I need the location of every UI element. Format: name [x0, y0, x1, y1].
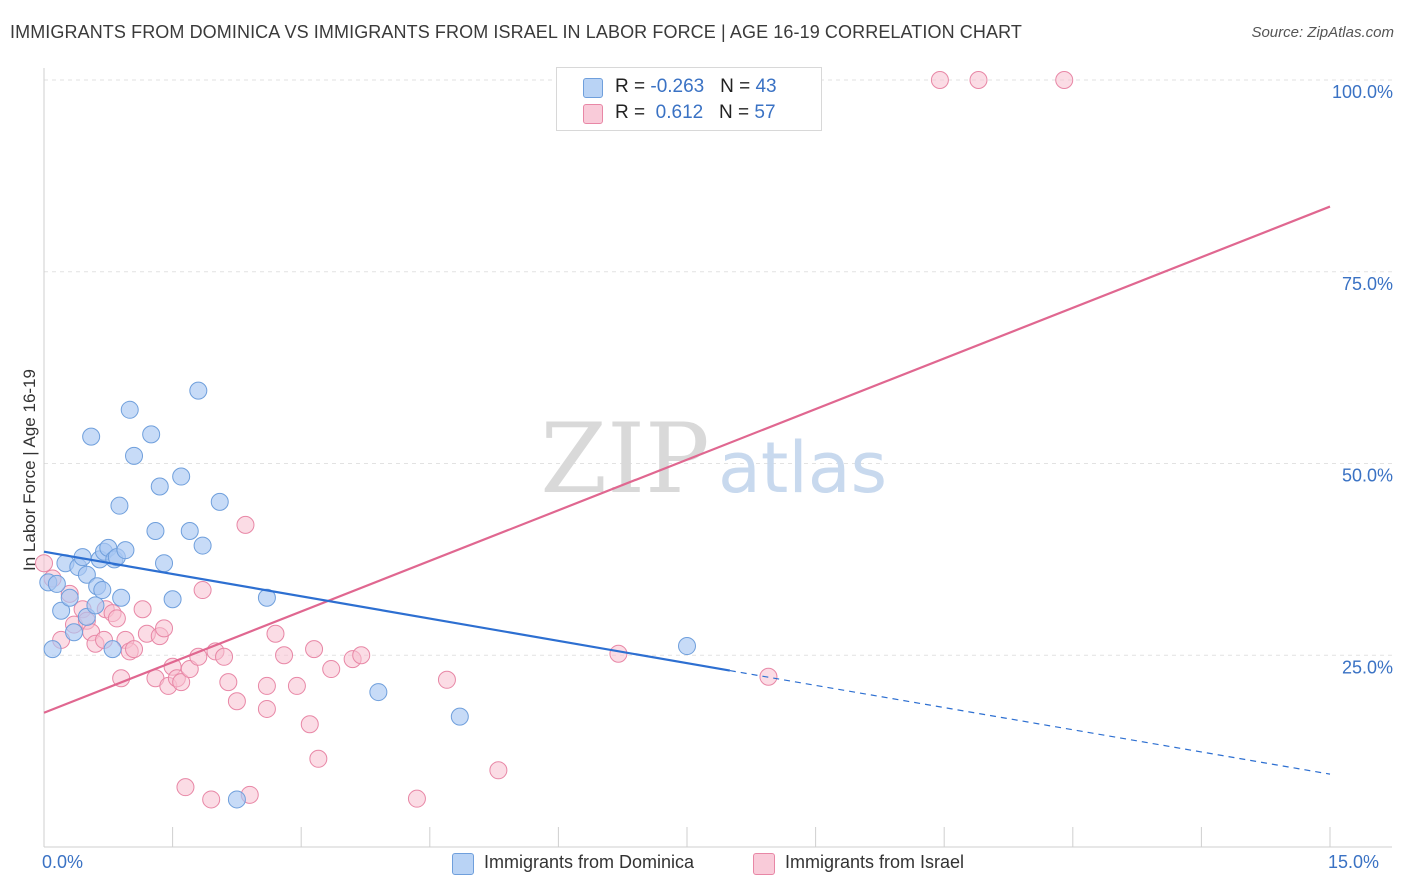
bottom-legend-swatch-dominica	[452, 853, 474, 875]
dominica-points-group	[39, 381, 696, 809]
legend-swatch-dominica	[583, 78, 603, 98]
israel-point	[227, 692, 246, 711]
dominica-point	[125, 446, 144, 465]
watermark-zip: ZIP	[540, 403, 709, 515]
legend-n-label: N =	[719, 102, 755, 123]
israel-point	[287, 676, 306, 695]
israel-point	[352, 646, 371, 665]
dominica-point	[163, 590, 182, 609]
dominica-point	[257, 588, 276, 607]
dominica-point	[82, 427, 101, 446]
israel-point	[236, 515, 255, 534]
israel-point	[300, 715, 319, 734]
israel-point	[305, 640, 324, 659]
israel-point	[266, 624, 285, 643]
israel-trend-line	[43, 205, 1331, 714]
dominica-point	[65, 623, 84, 642]
source-credit: Source: ZipAtlas.com	[1251, 24, 1394, 41]
bottom-legend-label-dominica: Immigrants from Dominica	[484, 852, 695, 872]
legend-n-label: N =	[720, 76, 756, 97]
dominica-point	[120, 400, 139, 419]
israel-point	[257, 699, 276, 718]
israel-point	[133, 600, 152, 619]
dominica-point	[47, 574, 66, 593]
dominica-point	[450, 707, 469, 726]
dominica-point	[112, 588, 131, 607]
y-tick-label: 50.0%	[1342, 466, 1393, 486]
dominica-point	[110, 496, 129, 515]
legend-r-label: R =	[615, 102, 651, 123]
israel-point	[407, 789, 426, 808]
axis-layer	[43, 68, 1392, 848]
israel-point	[193, 581, 212, 600]
dominica-point	[52, 601, 71, 620]
dominica-point	[210, 492, 229, 511]
y-axis-label: In Labor Force | Age 16-19	[20, 369, 39, 571]
israel-point	[609, 644, 628, 663]
israel-point	[180, 660, 199, 679]
dominica-point	[43, 640, 62, 659]
dominica-point	[77, 565, 96, 584]
israel-point	[125, 640, 144, 659]
legend-swatch-israel	[583, 104, 603, 124]
legend-n-value: 43	[755, 76, 777, 97]
israel-point	[437, 670, 456, 689]
trend-lines	[43, 205, 1331, 775]
israel-point	[155, 619, 174, 638]
x-axis-min-label: 0.0%	[42, 852, 84, 872]
chart-title: IMMIGRANTS FROM DOMINICA VS IMMIGRANTS F…	[10, 22, 1022, 42]
dominica-point	[93, 581, 112, 600]
israel-point	[930, 71, 949, 89]
israel-point	[257, 676, 276, 695]
israel-point	[35, 554, 53, 573]
dominica-point	[116, 541, 135, 560]
israel-point	[107, 609, 126, 628]
dominica-trend-line	[43, 550, 731, 672]
dominica-point	[103, 640, 122, 659]
dominica-point	[189, 381, 208, 400]
israel-point	[322, 660, 341, 679]
dominica-point	[172, 467, 191, 486]
stats-legend: R = -0.263 N = 43 R = 0.612 N = 57	[556, 67, 822, 131]
dominica-point	[150, 477, 169, 496]
dominica-point	[193, 536, 212, 555]
israel-point	[172, 673, 191, 692]
israel-point	[215, 647, 234, 666]
israel-point	[759, 667, 778, 686]
dominica-point	[60, 588, 79, 607]
grid-layer	[44, 79, 1392, 656]
dominica-point	[155, 554, 174, 573]
dominica-point	[180, 521, 199, 540]
israel-point	[176, 778, 195, 797]
watermark: ZIP atlas	[540, 403, 887, 515]
bottom-legend-label-israel: Immigrants from Israel	[785, 852, 965, 872]
y-tick-label: 100.0%	[1332, 82, 1393, 102]
dominica-point	[227, 790, 246, 809]
dominica-point	[86, 596, 105, 615]
watermark-atlas: atlas	[718, 427, 887, 509]
legend-r-value: 0.612	[650, 102, 704, 123]
israel-point	[1055, 71, 1074, 89]
y-tick-label: 25.0%	[1342, 657, 1393, 677]
israel-point	[275, 646, 294, 665]
israel-point	[219, 673, 238, 692]
israel-point	[202, 790, 221, 809]
y-tick-label: 75.0%	[1342, 274, 1393, 294]
israel-point	[969, 71, 988, 89]
legend-r-value: -0.263	[650, 76, 705, 97]
dominica-trend-extension	[729, 669, 1331, 775]
y-tick-labels: 25.0% 50.0% 75.0% 100.0%	[1332, 82, 1393, 677]
dominica-point	[146, 521, 165, 540]
legend-r-label: R =	[615, 76, 651, 97]
dominica-point	[678, 637, 696, 656]
x-axis-max-label: 15.0%	[1328, 852, 1380, 872]
israel-point	[309, 749, 328, 768]
dominica-point	[369, 683, 388, 702]
bottom-legend-swatch-israel	[753, 853, 775, 875]
israel-point	[489, 761, 508, 780]
dominica-point	[142, 425, 161, 444]
legend-n-value: 57	[754, 102, 776, 123]
